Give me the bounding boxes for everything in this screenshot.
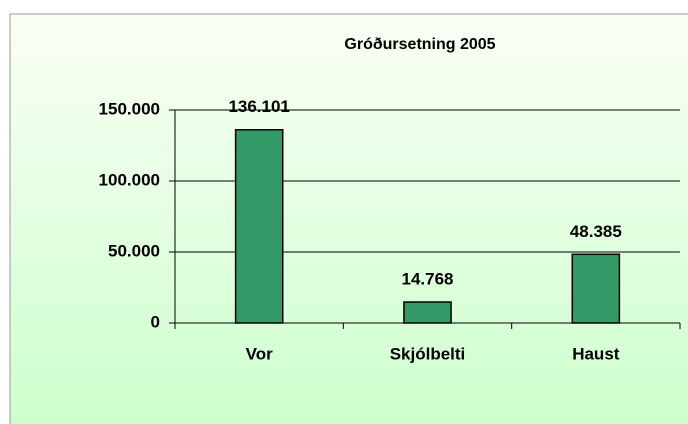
y-tick-label: 50.000 bbox=[108, 241, 160, 260]
x-tick-label: Vor bbox=[246, 344, 273, 363]
bar bbox=[234, 128, 284, 324]
data-label: 136.101 bbox=[228, 97, 289, 116]
x-tick-label: Skjólbelti bbox=[390, 344, 466, 363]
bar bbox=[403, 301, 452, 324]
data-label: 48.385 bbox=[570, 222, 622, 241]
data-label: 14.768 bbox=[402, 270, 454, 289]
bar bbox=[571, 253, 621, 324]
y-tick-label: 100.000 bbox=[99, 170, 160, 189]
chart-title: Gróðursetning 2005 bbox=[344, 36, 495, 53]
x-tick-label: Haust bbox=[572, 344, 620, 363]
y-tick-label: 0 bbox=[151, 312, 160, 331]
y-tick-label: 150.000 bbox=[99, 99, 160, 118]
chart-area bbox=[9, 13, 688, 424]
